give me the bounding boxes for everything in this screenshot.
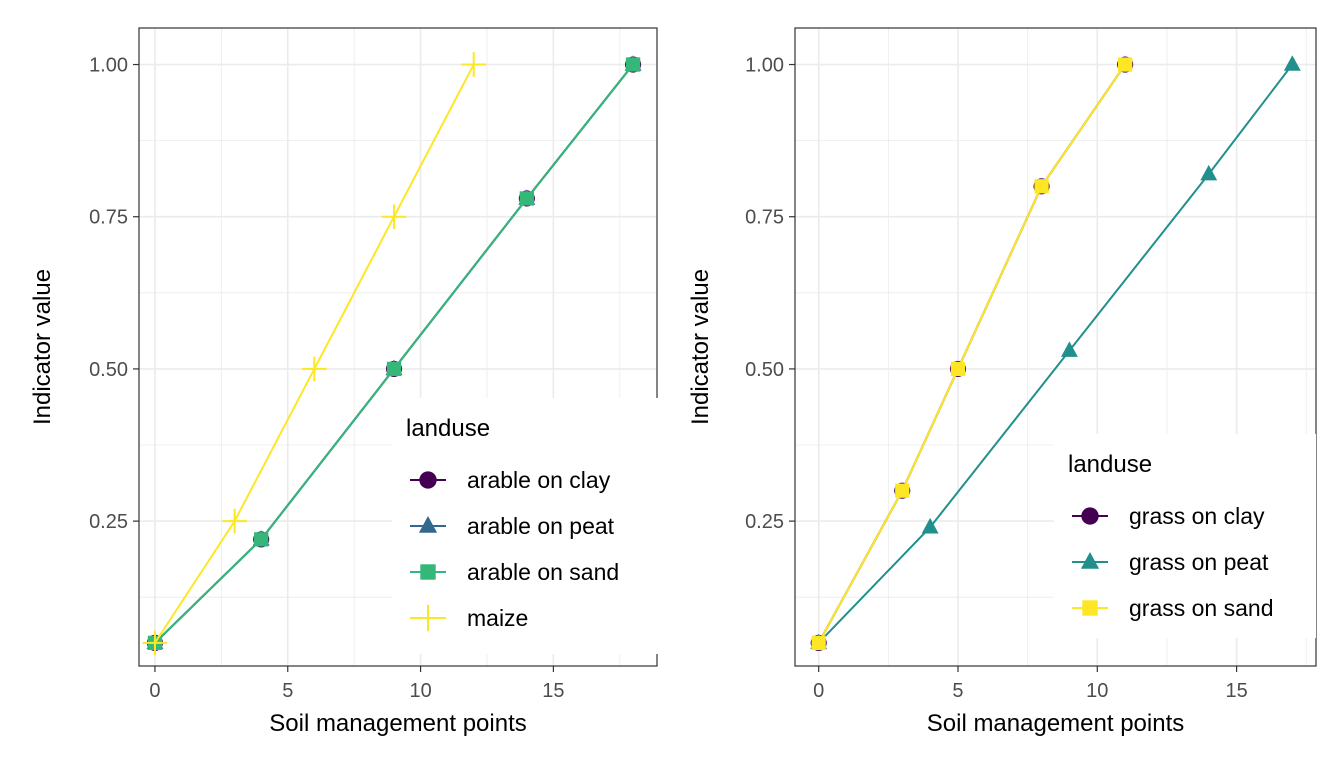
y-tick-label: 0.25 <box>745 511 784 533</box>
x-axis-title: Soil management points <box>269 710 526 737</box>
y-tick-label: 0.50 <box>745 359 784 381</box>
y-tick-label: 1.00 <box>89 55 128 77</box>
y-axis-title: Indicator value <box>29 269 56 425</box>
data-point <box>895 483 910 498</box>
data-point <box>1283 55 1301 71</box>
data-point <box>461 52 487 77</box>
legend-title: landuse <box>406 415 490 442</box>
legend-label: arable on peat <box>467 513 615 539</box>
data-point <box>921 517 939 534</box>
data-point <box>519 191 534 206</box>
x-tick-label: 15 <box>1225 680 1247 702</box>
legend-label: arable on sand <box>467 559 619 585</box>
data-point <box>1200 164 1218 181</box>
data-point <box>811 635 826 651</box>
data-point <box>950 361 966 377</box>
x-tick-label: 0 <box>813 680 824 702</box>
y-tick-label: 0.75 <box>745 207 784 229</box>
data-point <box>381 204 407 230</box>
legend-key-marker <box>1082 600 1098 616</box>
data-point <box>386 361 402 377</box>
data-point <box>142 630 168 656</box>
x-tick-label: 15 <box>542 680 564 702</box>
data-point <box>1060 341 1078 357</box>
data-point <box>254 532 269 547</box>
legend-label: maize <box>467 605 528 631</box>
x-tick-label: 10 <box>1086 680 1108 702</box>
y-tick-label: 0.25 <box>89 511 128 533</box>
panel-border <box>794 27 1317 667</box>
legend-label: grass on clay <box>1129 503 1265 529</box>
left-chart-panel: landuse arable on clay arable on peat arabl… <box>29 27 658 737</box>
x-tick-label: 10 <box>409 680 431 702</box>
x-tick-label: 5 <box>952 680 963 702</box>
data-point <box>1034 179 1049 194</box>
legend-key-marker <box>1081 507 1099 525</box>
data-point <box>1118 57 1133 72</box>
legend-label: arable on clay <box>467 467 611 493</box>
legend-label: grass on peat <box>1129 549 1269 575</box>
legend-key-marker <box>419 471 437 489</box>
legend-key-marker <box>1080 552 1100 569</box>
panel-border <box>138 27 658 667</box>
y-tick-label: 0.50 <box>89 359 128 381</box>
right-chart-panel: landuse grass on clay grass on peat grass o… <box>687 27 1317 737</box>
x-axis-title: Soil management points <box>927 710 1184 737</box>
y-tick-label: 1.00 <box>745 55 784 77</box>
y-axis-title: Indicator value <box>687 269 714 425</box>
data-point <box>222 508 247 534</box>
data-point <box>625 57 641 72</box>
legend-key-marker <box>418 516 438 533</box>
y-tick-label: 0.75 <box>89 207 128 229</box>
x-tick-label: 5 <box>282 680 293 702</box>
data-point <box>301 356 327 382</box>
legend-key-marker <box>420 564 436 580</box>
legend-label: grass on sand <box>1129 595 1273 621</box>
legend-title: landuse <box>1068 451 1152 478</box>
x-tick-label: 0 <box>149 680 160 702</box>
legend-key-marker <box>414 604 442 632</box>
